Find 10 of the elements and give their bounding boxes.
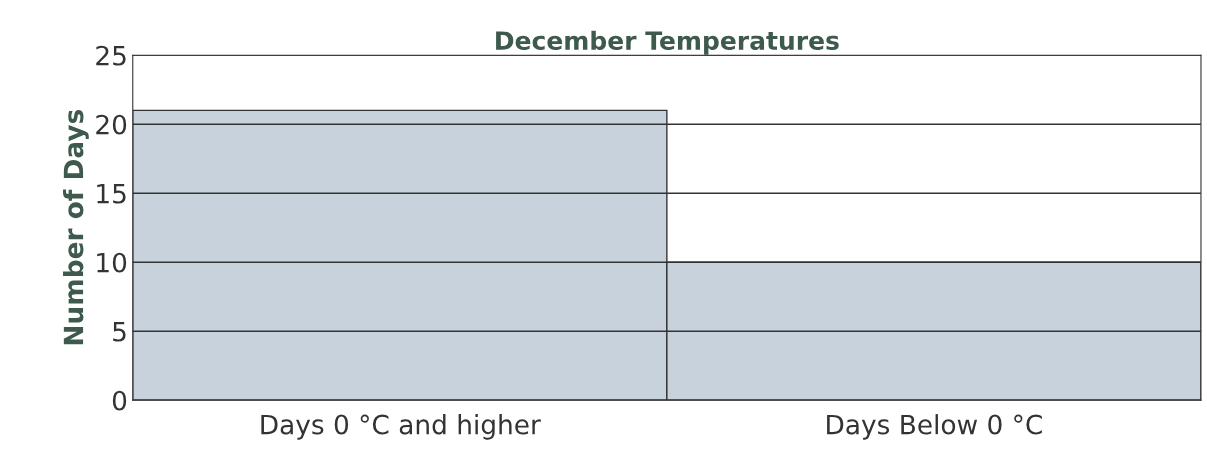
y-tick-label: 25	[96, 45, 126, 66]
y-tick-label: 10	[97, 252, 127, 273]
y-axis-title: Number of Days	[63, 109, 89, 345]
y-tick-label: 0	[112, 390, 127, 411]
x-tick-label: Days Below 0 °C	[827, 414, 1042, 440]
x-tick-label: Days 0 °C and higher	[261, 414, 541, 440]
y-tick-label: 5	[113, 321, 126, 342]
y-tick-label: 15	[97, 183, 126, 204]
chart-title: December Temperatures	[496, 30, 839, 55]
y-tick-label: 20	[96, 114, 127, 135]
